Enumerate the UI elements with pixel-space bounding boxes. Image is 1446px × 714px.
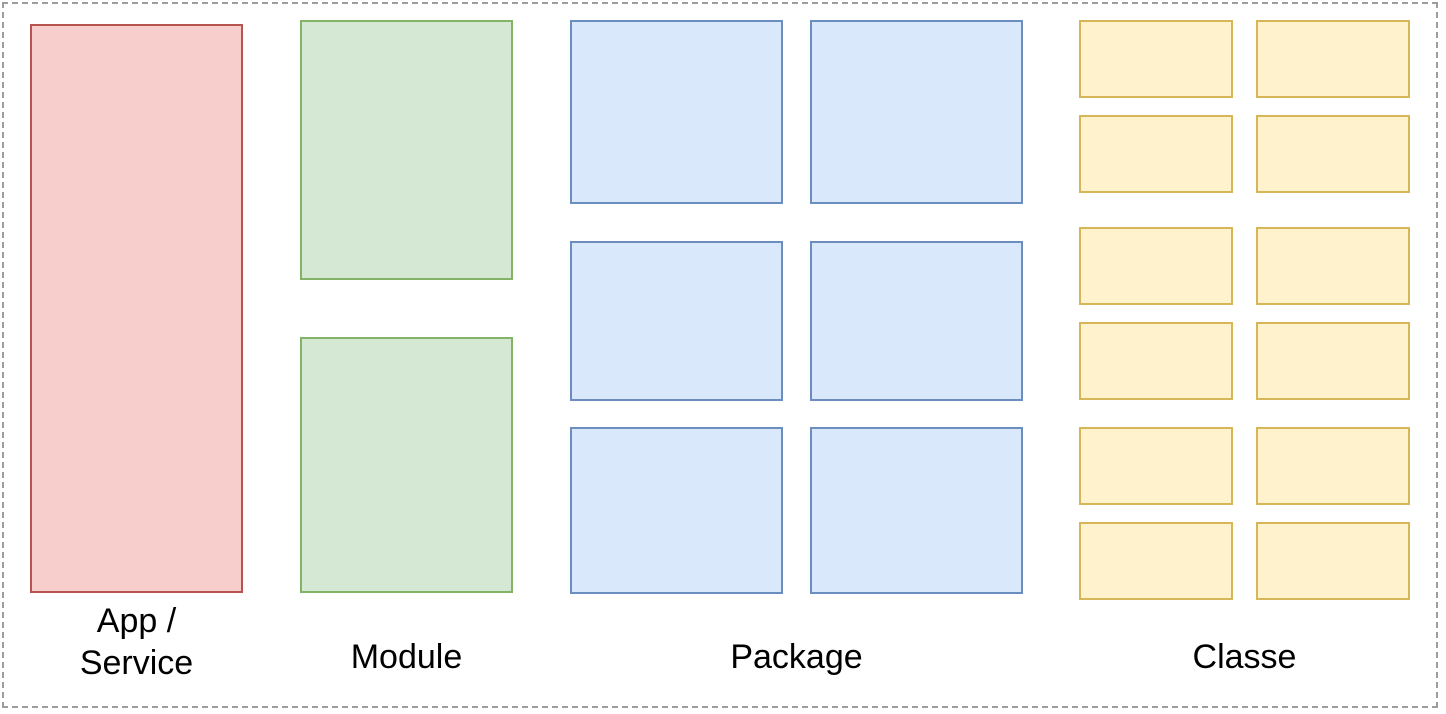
classe-box: [1256, 427, 1410, 505]
classe-box: [1256, 115, 1410, 193]
classe-box: [1079, 427, 1233, 505]
package-box: [570, 241, 783, 401]
package-box: [810, 20, 1023, 204]
classe-box: [1079, 522, 1233, 600]
app-service-box: [30, 24, 243, 593]
module-label: Module: [300, 636, 513, 678]
classe-box: [1256, 522, 1410, 600]
package-label: Package: [570, 636, 1023, 678]
classe-box: [1079, 20, 1233, 98]
classe-box: [1256, 227, 1410, 305]
package-box: [570, 20, 783, 204]
module-box: [300, 20, 513, 280]
classe-box: [1256, 322, 1410, 400]
package-box: [810, 427, 1023, 594]
package-box: [810, 241, 1023, 401]
classe-box: [1079, 322, 1233, 400]
classe-box: [1079, 227, 1233, 305]
classe-box: [1079, 115, 1233, 193]
app-service-label: App / Service: [30, 600, 243, 684]
module-box: [300, 337, 513, 593]
package-box: [570, 427, 783, 594]
classe-box: [1256, 20, 1410, 98]
classe-label: Classe: [1079, 636, 1410, 678]
